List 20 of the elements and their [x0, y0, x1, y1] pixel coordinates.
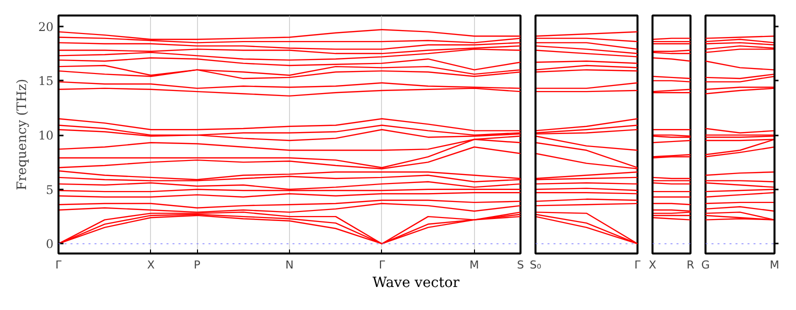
x-tick-label: Γ	[634, 258, 642, 272]
x-tick-label: M	[470, 258, 480, 272]
y-tick-label: 15	[38, 74, 54, 88]
x-axis-title: Wave vector	[372, 274, 460, 293]
x-tick-label: G	[701, 258, 710, 272]
y-tick-label: 10	[38, 128, 54, 143]
y-tick-label: 5	[46, 182, 54, 197]
x-tick-label: Γ	[55, 258, 62, 272]
x-tick-label: R	[686, 258, 695, 272]
y-axis-title: Frequency (THz)	[15, 78, 30, 190]
y-tick-label: 20	[38, 20, 54, 34]
x-tick-label: S₀	[530, 258, 542, 272]
x-tick-label: Γ	[378, 258, 386, 272]
x-tick-label: N	[285, 258, 294, 272]
y-tick-label: 0	[46, 237, 54, 252]
x-tick-label: S	[517, 258, 524, 272]
x-tick-label: X	[147, 258, 156, 272]
x-tick-label: M	[770, 258, 780, 272]
x-tick-label: P	[194, 258, 201, 272]
x-tick-label: X	[648, 258, 657, 272]
